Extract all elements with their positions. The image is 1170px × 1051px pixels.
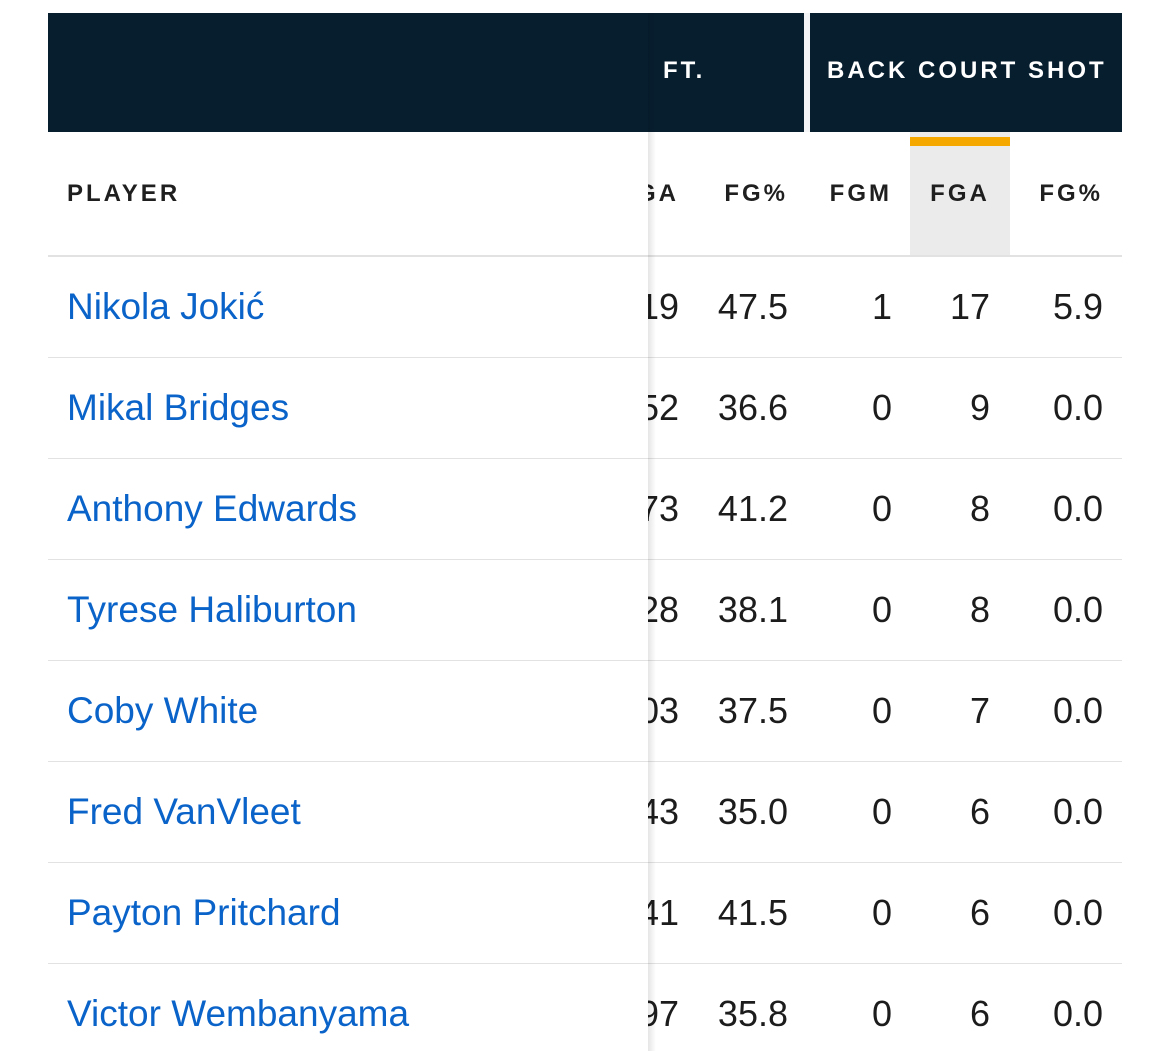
group-divider — [804, 13, 810, 132]
cell-fga: 6 — [969, 791, 990, 832]
group-header-back-court-shot: BACK COURT SHOT — [810, 13, 1122, 132]
cell-fga: 8 — [969, 488, 990, 529]
cell-prev-fg-pct: 35.8 — [717, 993, 788, 1034]
sticky-column-shadow — [648, 13, 656, 1051]
cell-fg-pct: 0.0 — [1052, 993, 1103, 1034]
cell-fgm: 0 — [871, 993, 892, 1034]
player-cell: Coby White — [48, 661, 648, 763]
group-header-ft-label: FT. — [663, 57, 706, 84]
column-header-fgm[interactable]: FGM — [829, 180, 892, 207]
column-header-prev-fg-pct[interactable]: FG% — [724, 180, 788, 207]
cell-prev-fg-pct: 41.5 — [717, 892, 788, 933]
player-cell: Mikal Bridges — [48, 358, 648, 460]
cell-fgm: 0 — [871, 690, 892, 731]
player-cell: Nikola Jokić — [48, 257, 648, 359]
cell-fgm: 0 — [871, 892, 892, 933]
player-link[interactable]: Coby White — [67, 690, 259, 731]
cell-fga: 7 — [969, 690, 990, 731]
group-header-back-court-shot-label: BACK COURT SHOT — [827, 57, 1107, 84]
cell-fgm: 0 — [871, 387, 892, 428]
cell-fgm: 0 — [871, 589, 892, 630]
cell-fga: 9 — [969, 387, 990, 428]
cell-fgm: 1 — [871, 286, 892, 327]
cell-fga: 6 — [969, 892, 990, 933]
group-header-ft: FT. — [648, 13, 804, 132]
cell-fgm: 0 — [871, 791, 892, 832]
cell-prev-fg-pct: 47.5 — [717, 286, 788, 327]
player-link[interactable]: Fred VanVleet — [67, 791, 301, 832]
player-cell: Tyrese Haliburton — [48, 560, 648, 662]
cell-fga: 8 — [969, 589, 990, 630]
column-header-fga[interactable]: FGA — [910, 132, 1010, 255]
player-link[interactable]: Payton Pritchard — [67, 892, 341, 933]
cell-fga: 6 — [969, 993, 990, 1034]
column-header-row: FGA FG% FGM FGA FG% — [48, 132, 1122, 257]
player-link[interactable]: Victor Wembanyama — [67, 993, 410, 1034]
column-header-prev-fga[interactable]: FGA — [608, 132, 679, 255]
cell-fg-pct: 0.0 — [1052, 387, 1103, 428]
cell-fg-pct: 0.0 — [1052, 690, 1103, 731]
cell-prev-fg-pct: 36.6 — [717, 387, 788, 428]
player-link[interactable]: Anthony Edwards — [67, 488, 358, 529]
cell-fg-pct: 0.0 — [1052, 488, 1103, 529]
cell-prev-fg-pct: 38.1 — [717, 589, 788, 630]
cell-prev-fg-pct: 37.5 — [717, 690, 788, 731]
cell-fg-pct: 0.0 — [1052, 589, 1103, 630]
player-cell: Payton Pritchard — [48, 863, 648, 965]
sort-indicator — [910, 137, 1010, 146]
column-header-fg-pct[interactable]: FG% — [1039, 180, 1103, 207]
cell-fgm: 0 — [871, 488, 892, 529]
cell-fga: 17 — [949, 286, 990, 327]
cell-prev-fg-pct: 41.2 — [717, 488, 788, 529]
player-link[interactable]: Mikal Bridges — [67, 387, 290, 428]
stats-table: FT. BACK COURT SHOT FGA FG% FGM FGA FG% … — [48, 13, 1122, 1051]
cell-fg-pct: 5.9 — [1052, 286, 1103, 327]
player-link[interactable]: Tyrese Haliburton — [67, 589, 357, 630]
player-link[interactable]: Nikola Jokić — [67, 286, 265, 327]
player-cell: Victor Wembanyama — [48, 964, 648, 1051]
player-cell: Anthony Edwards — [48, 459, 648, 561]
cell-prev-fg-pct: 35.0 — [717, 791, 788, 832]
cell-fg-pct: 0.0 — [1052, 791, 1103, 832]
cell-fg-pct: 0.0 — [1052, 892, 1103, 933]
player-cell: Fred VanVleet — [48, 762, 648, 864]
